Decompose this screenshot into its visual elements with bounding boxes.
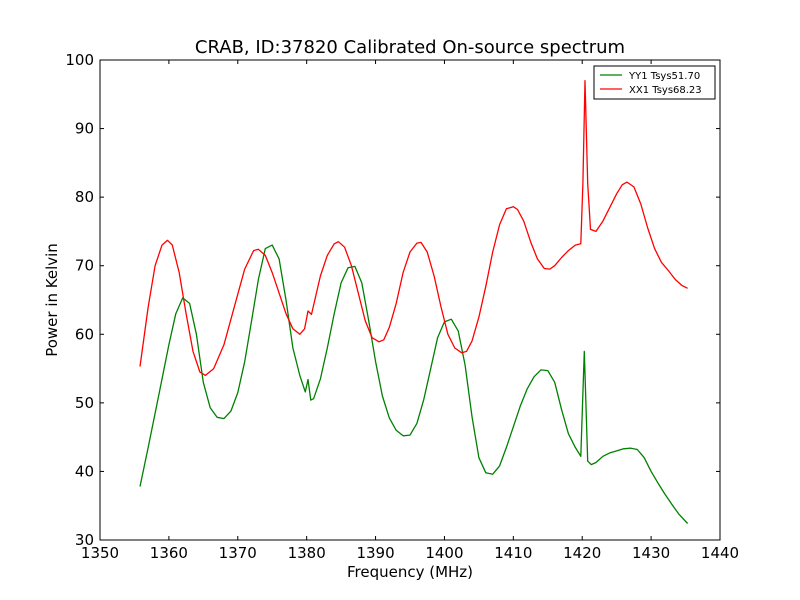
chart-title: CRAB, ID:37820 Calibrated On-source spec… (195, 37, 625, 58)
y-axis-label: Power in Kelvin (43, 243, 61, 357)
y-tick-label: 80 (75, 188, 94, 206)
legend-entry-0: YY1 Tsys51.70 (628, 71, 700, 82)
x-tick-label: 1430 (632, 544, 670, 562)
y-tick-label: 70 (75, 257, 94, 275)
y-tick-label: 40 (75, 462, 94, 480)
y-tick-label: 50 (75, 394, 94, 412)
series-line-0 (139, 244, 689, 524)
y-tick-label: 100 (65, 51, 94, 69)
y-tick-label: 30 (75, 531, 94, 549)
series-line-1 (139, 79, 688, 377)
x-tick-label: 1350 (81, 544, 119, 562)
legend: YY1 Tsys51.70 XX1 Tsys68.23 (593, 65, 716, 100)
y-tick-label: 90 (75, 120, 94, 138)
x-tick-label: 1400 (425, 544, 463, 562)
x-tick-label: 1370 (219, 544, 257, 562)
plot-frame (99, 59, 721, 541)
x-tick-label: 1410 (494, 544, 532, 562)
axis-ticks: 1350 1360 1370 1380 1390 1400 1410 1420 1430 1440… (65, 51, 739, 562)
x-tick-label: 1440 (701, 544, 739, 562)
x-tick-label: 1420 (563, 544, 601, 562)
x-tick-label: 1360 (150, 544, 188, 562)
x-tick-label: 1390 (356, 544, 394, 562)
y-tick-label: 60 (75, 325, 94, 343)
legend-entry-1: XX1 Tsys68.23 (629, 85, 702, 96)
legend-box (593, 65, 716, 100)
x-tick-label: 1380 (288, 544, 326, 562)
plot-lines (139, 79, 689, 524)
x-axis-label: Frequency (MHz) (347, 563, 473, 581)
